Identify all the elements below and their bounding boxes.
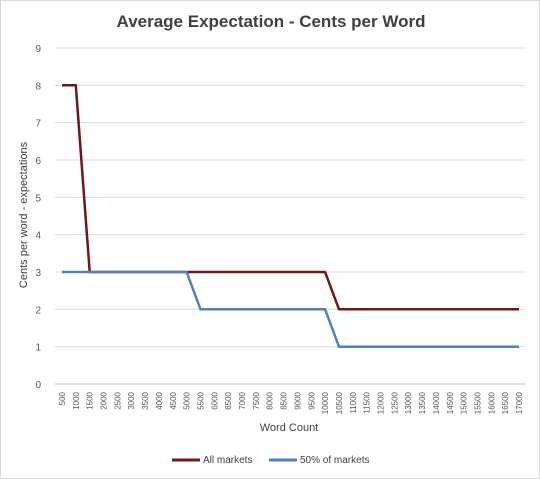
x-tick-label: 9000	[293, 391, 302, 409]
legend-label-all-markets: All markets	[203, 455, 252, 466]
x-tick-label: 10500	[335, 391, 344, 414]
x-tick-label: 6500	[224, 391, 233, 409]
x-tick-label: 13500	[418, 391, 427, 414]
y-tick-label: 6	[35, 156, 41, 167]
x-tick-label: 3000	[127, 391, 136, 409]
y-tick-label: 0	[35, 380, 41, 391]
x-tick-label: 4000	[155, 391, 164, 409]
legend-label-50-percent-markets: 50% of markets	[300, 455, 369, 466]
x-tick-label: 14500	[446, 391, 455, 414]
y-tick-label: 7	[35, 119, 41, 130]
x-tick-label: 2000	[100, 391, 109, 409]
y-tick-label: 5	[35, 193, 41, 204]
x-tick-label: 16000	[487, 391, 496, 414]
y-axis-label: Cents per word - expectations	[18, 141, 30, 288]
x-tick-label: 7000	[238, 391, 247, 409]
gridlines	[55, 47, 525, 385]
x-tick-label: 4500	[169, 391, 178, 409]
x-tick-label: 12000	[377, 391, 386, 414]
x-tick-label: 1000	[72, 391, 81, 409]
y-tick-label: 1	[35, 343, 41, 354]
y-tick-label: 9	[35, 44, 41, 55]
x-tick-label: 15000	[460, 391, 469, 414]
x-tick-label: 15500	[473, 391, 482, 414]
x-tick-label: 11500	[363, 391, 372, 413]
x-tick-label: 7500	[252, 391, 261, 409]
x-tick-label: 1500	[86, 391, 95, 409]
x-tick-label: 14000	[432, 391, 441, 414]
x-axis-ticks: 500 1000 1500 2000 2500 3000 3500 4000 4500 5000 5…	[58, 391, 524, 414]
chart-title: Average Expectation - Cents per Word	[117, 12, 426, 31]
x-tick-label: 11000	[349, 391, 358, 413]
legend: All markets 50% of markets	[172, 455, 369, 466]
y-axis-ticks: 0 1 2 3 4 5 6 7 8 9	[35, 44, 41, 391]
x-tick-label: 5500	[196, 391, 205, 409]
x-tick-label: 10000	[321, 391, 330, 414]
x-tick-label: 6000	[210, 391, 219, 409]
x-axis-label: Word Count	[260, 422, 319, 434]
x-tick-label: 2500	[113, 391, 122, 409]
y-tick-label: 8	[35, 81, 41, 92]
x-tick-label: 13000	[404, 391, 413, 414]
x-tick-label: 500	[58, 391, 67, 405]
y-tick-label: 3	[35, 268, 41, 279]
x-tick-label: 17000	[515, 391, 524, 414]
x-tick-label: 8500	[280, 391, 289, 409]
x-tick-label: 3500	[141, 391, 150, 409]
series-lines	[62, 84, 519, 348]
y-tick-label: 2	[35, 305, 41, 316]
x-tick-label: 8000	[266, 391, 275, 409]
series-line-50-percent-markets	[62, 270, 519, 348]
x-tick-label: 16500	[501, 391, 510, 414]
x-tick-label: 12500	[390, 391, 399, 414]
x-tick-label: 5000	[183, 391, 192, 409]
x-tick-label: 9500	[307, 391, 316, 409]
y-tick-label: 4	[35, 231, 41, 242]
